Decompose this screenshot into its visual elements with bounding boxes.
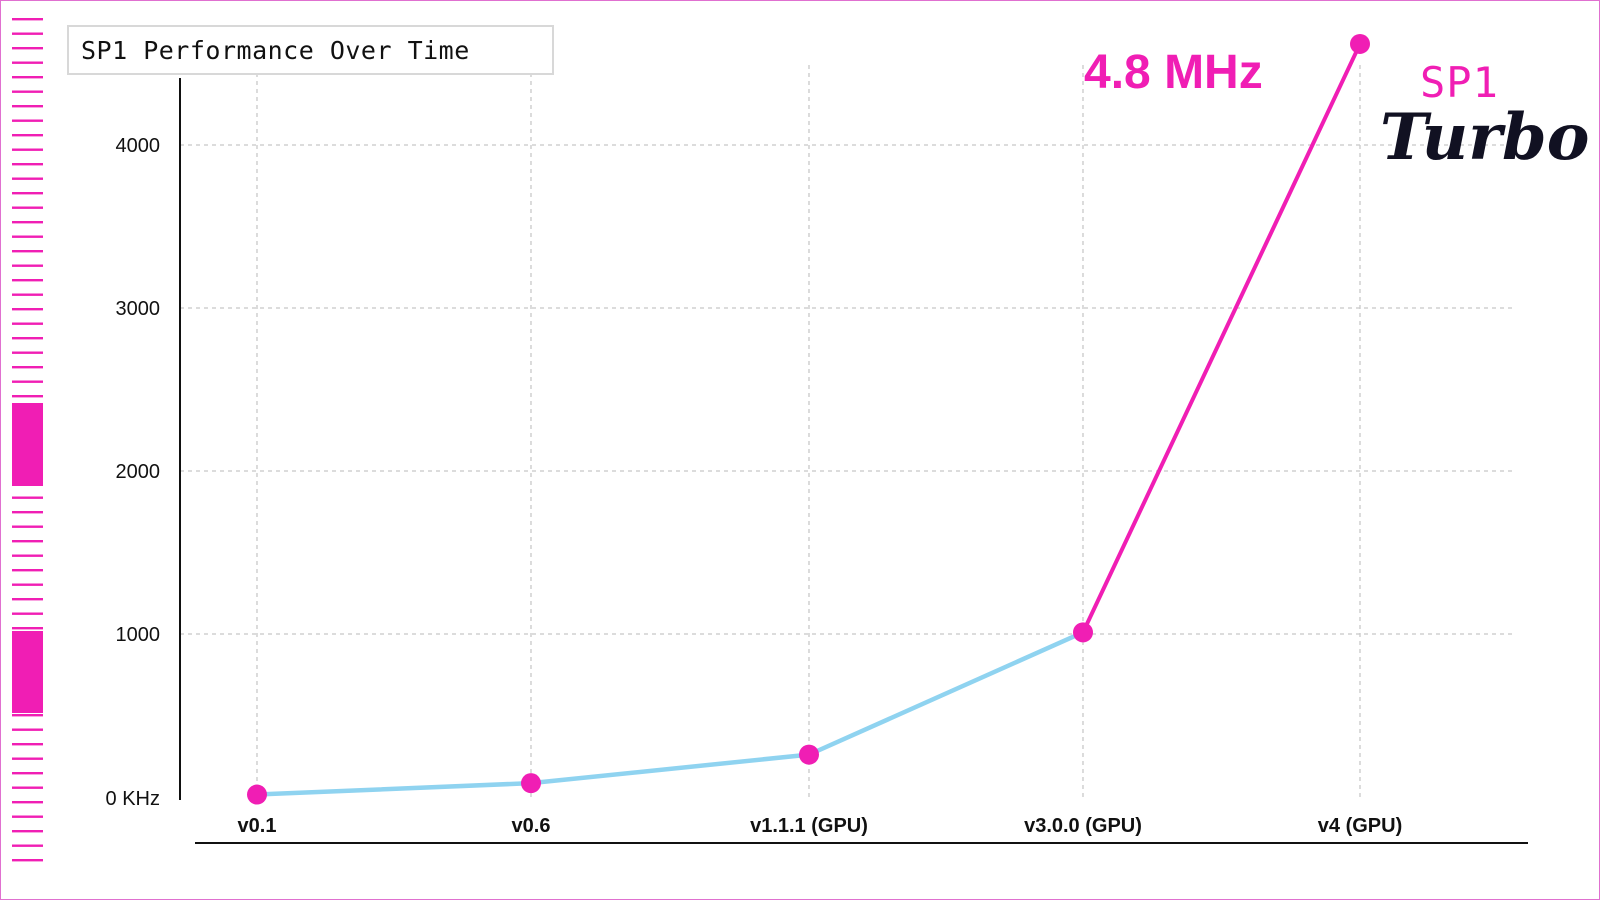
turbo-logo-text: Turbo <box>1380 100 1590 175</box>
decoration-tick <box>12 76 43 79</box>
decoration-tick <box>12 163 43 166</box>
decoration-tick <box>12 496 43 499</box>
decoration-tick <box>12 569 43 572</box>
decoration-block <box>12 631 43 713</box>
x-tick-label: v4 (GPU) <box>1318 815 1402 837</box>
x-tick-labels: v0.1 v0.6 v1.1.1 (GPU) v3.0.0 (GPU) v4 (GPU) <box>238 815 1403 837</box>
decoration-tick <box>12 511 43 514</box>
decoration-tick <box>12 264 43 267</box>
decoration-tick <box>12 772 43 775</box>
peak-annotation: 4.8 MHz <box>1084 46 1263 99</box>
y-tick-labels: 0 KHz 1000 2000 3000 4000 <box>106 135 160 810</box>
decoration-tick <box>12 293 43 296</box>
decoration-tick <box>12 815 43 818</box>
x-tick-label: v0.1 <box>238 815 277 837</box>
data-point <box>1073 622 1093 643</box>
grid-lines <box>180 65 1512 800</box>
decoration-tick <box>12 380 43 383</box>
sp1-logo-text: SP1 <box>1420 58 1499 107</box>
series-line-early <box>254 630 1086 797</box>
decoration-tick <box>12 32 43 35</box>
decoration-tick <box>12 351 43 354</box>
decoration-tick <box>12 786 43 789</box>
decoration-tick <box>12 134 43 137</box>
series-line-highlight <box>1081 41 1362 635</box>
decoration-tick <box>12 728 43 731</box>
decoration-tick <box>12 105 43 108</box>
decoration-tick <box>12 250 43 253</box>
data-markers <box>247 33 1370 805</box>
decoration-block <box>12 403 43 486</box>
decoration-tick <box>12 844 43 847</box>
decoration-tick <box>12 612 43 615</box>
series-lines <box>254 41 1362 797</box>
decoration-tick <box>12 801 43 804</box>
decoration-tick <box>12 627 43 630</box>
decoration-tick <box>12 714 43 717</box>
left-tick-decoration <box>12 18 43 862</box>
decoration-tick <box>12 757 43 760</box>
decoration-tick <box>12 540 43 543</box>
y-tick-label: 3000 <box>116 298 161 320</box>
data-point <box>247 784 267 805</box>
x-tick-label: v1.1.1 (GPU) <box>750 815 868 837</box>
decoration-tick <box>12 61 43 64</box>
decoration-tick <box>12 322 43 325</box>
data-point <box>1350 33 1370 54</box>
decoration-tick <box>12 119 43 122</box>
data-point <box>521 773 541 794</box>
decoration-tick <box>12 337 43 340</box>
decoration-tick <box>12 830 43 833</box>
decoration-tick <box>12 366 43 369</box>
decoration-tick <box>12 18 43 21</box>
decoration-tick <box>12 206 43 209</box>
y-tick-label: 1000 <box>116 624 161 646</box>
decoration-tick <box>12 235 43 238</box>
y-tick-label: 4000 <box>116 135 161 157</box>
decoration-tick <box>12 859 43 862</box>
decoration-tick <box>12 308 43 311</box>
decoration-tick <box>12 177 43 180</box>
decoration-tick <box>12 598 43 601</box>
decoration-tick <box>12 395 43 398</box>
decoration-tick <box>12 525 43 528</box>
decoration-tick <box>12 221 43 224</box>
y-tick-label: 2000 <box>116 461 161 483</box>
chart-title: SP1 Performance Over Time <box>67 25 554 75</box>
decoration-tick <box>12 148 43 151</box>
x-tick-label: v0.6 <box>512 815 551 837</box>
decoration-tick <box>12 279 43 282</box>
decoration-tick <box>12 192 43 195</box>
y-tick-label: 0 KHz <box>106 788 160 810</box>
data-point <box>799 744 819 765</box>
decoration-tick <box>12 583 43 586</box>
x-tick-label: v3.0.0 (GPU) <box>1024 815 1142 837</box>
decoration-tick <box>12 47 43 50</box>
decoration-tick <box>12 90 43 93</box>
decoration-tick <box>12 554 43 557</box>
decoration-tick <box>12 743 43 746</box>
